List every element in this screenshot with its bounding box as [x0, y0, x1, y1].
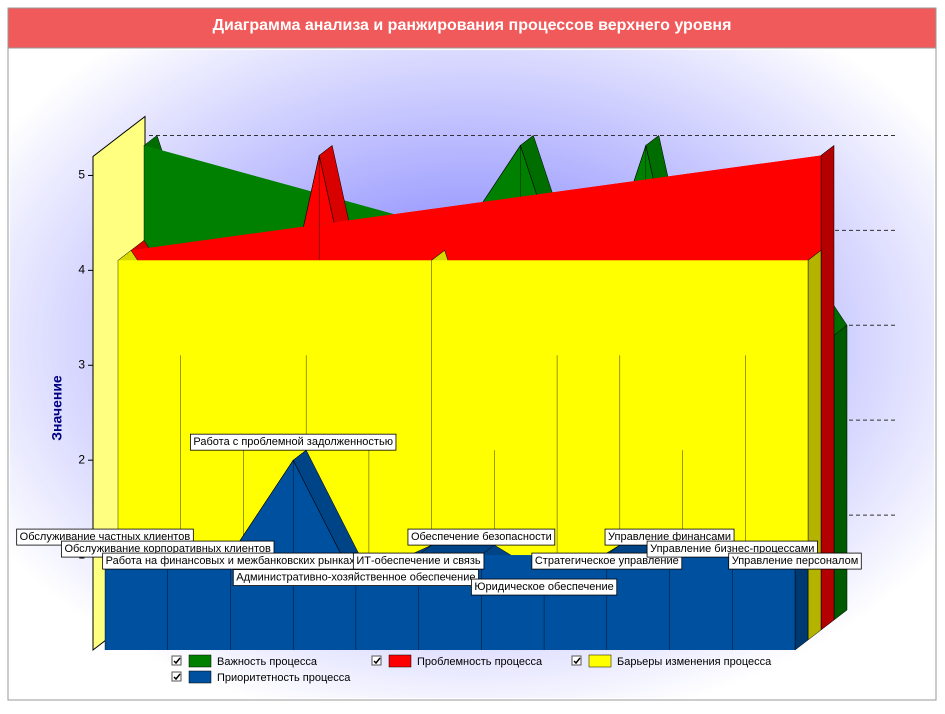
category-label: Управление финансами	[608, 531, 731, 543]
category-label: Управление персоналом	[732, 555, 859, 567]
category-label: Административно-хозяйственное обеспечени…	[236, 571, 475, 583]
category-label: Обеспечение безопасности	[411, 531, 552, 543]
category-label: Обслуживание корпоративных клиентов	[64, 543, 271, 555]
category-label-box	[471, 578, 618, 596]
y-tick-label: 4	[78, 263, 85, 277]
legend-label: Приоритетность процесса	[217, 672, 351, 684]
legend-check	[373, 657, 381, 665]
legend-label: Важность процесса	[217, 656, 318, 668]
legend-checkbox[interactable]	[371, 655, 382, 666]
legend-swatch	[188, 654, 212, 668]
legend-check	[173, 673, 181, 681]
legend-swatch	[188, 670, 212, 684]
category-label: Работа на финансовых и межбанковских рын…	[106, 555, 356, 567]
category-label-box	[407, 528, 556, 546]
category-label: ИТ-обеспечение и связь	[356, 555, 481, 567]
y-tick-label: 3	[78, 357, 85, 371]
y-axis-label: Значение	[49, 375, 65, 441]
legend-check	[573, 657, 581, 665]
area-side	[833, 324, 848, 621]
legend-label: Проблемность процесса	[417, 656, 543, 668]
category-label: Стратегическое управление	[535, 555, 679, 567]
category-label-box	[232, 569, 479, 586]
category-label-box	[728, 552, 862, 570]
category-label: Управление бизнес-процессами	[650, 543, 814, 555]
legend-checkbox[interactable]	[171, 671, 182, 682]
chart-title: Диаграмма анализа и ранжирования процесс…	[213, 17, 732, 34]
category-label: Обслуживание частных клиентов	[20, 531, 191, 543]
area-side	[807, 249, 822, 641]
category-label-box	[352, 552, 485, 570]
title-bar	[7, 7, 937, 49]
legend-swatch	[588, 654, 612, 668]
category-label-box	[190, 433, 397, 451]
category-label-box	[531, 552, 683, 570]
y-tick-label: 5	[78, 168, 85, 182]
legend-swatch	[388, 654, 412, 668]
legend-checkbox[interactable]	[571, 655, 582, 666]
category-label: Работа с проблемной задолженностью	[193, 436, 393, 448]
legend-check	[173, 657, 181, 665]
legend-checkbox[interactable]	[171, 655, 182, 666]
y-tick-label: 2	[78, 452, 85, 466]
category-label: Юридическое обеспечение	[474, 581, 613, 593]
legend-label: Барьеры изменения процесса	[617, 656, 772, 668]
